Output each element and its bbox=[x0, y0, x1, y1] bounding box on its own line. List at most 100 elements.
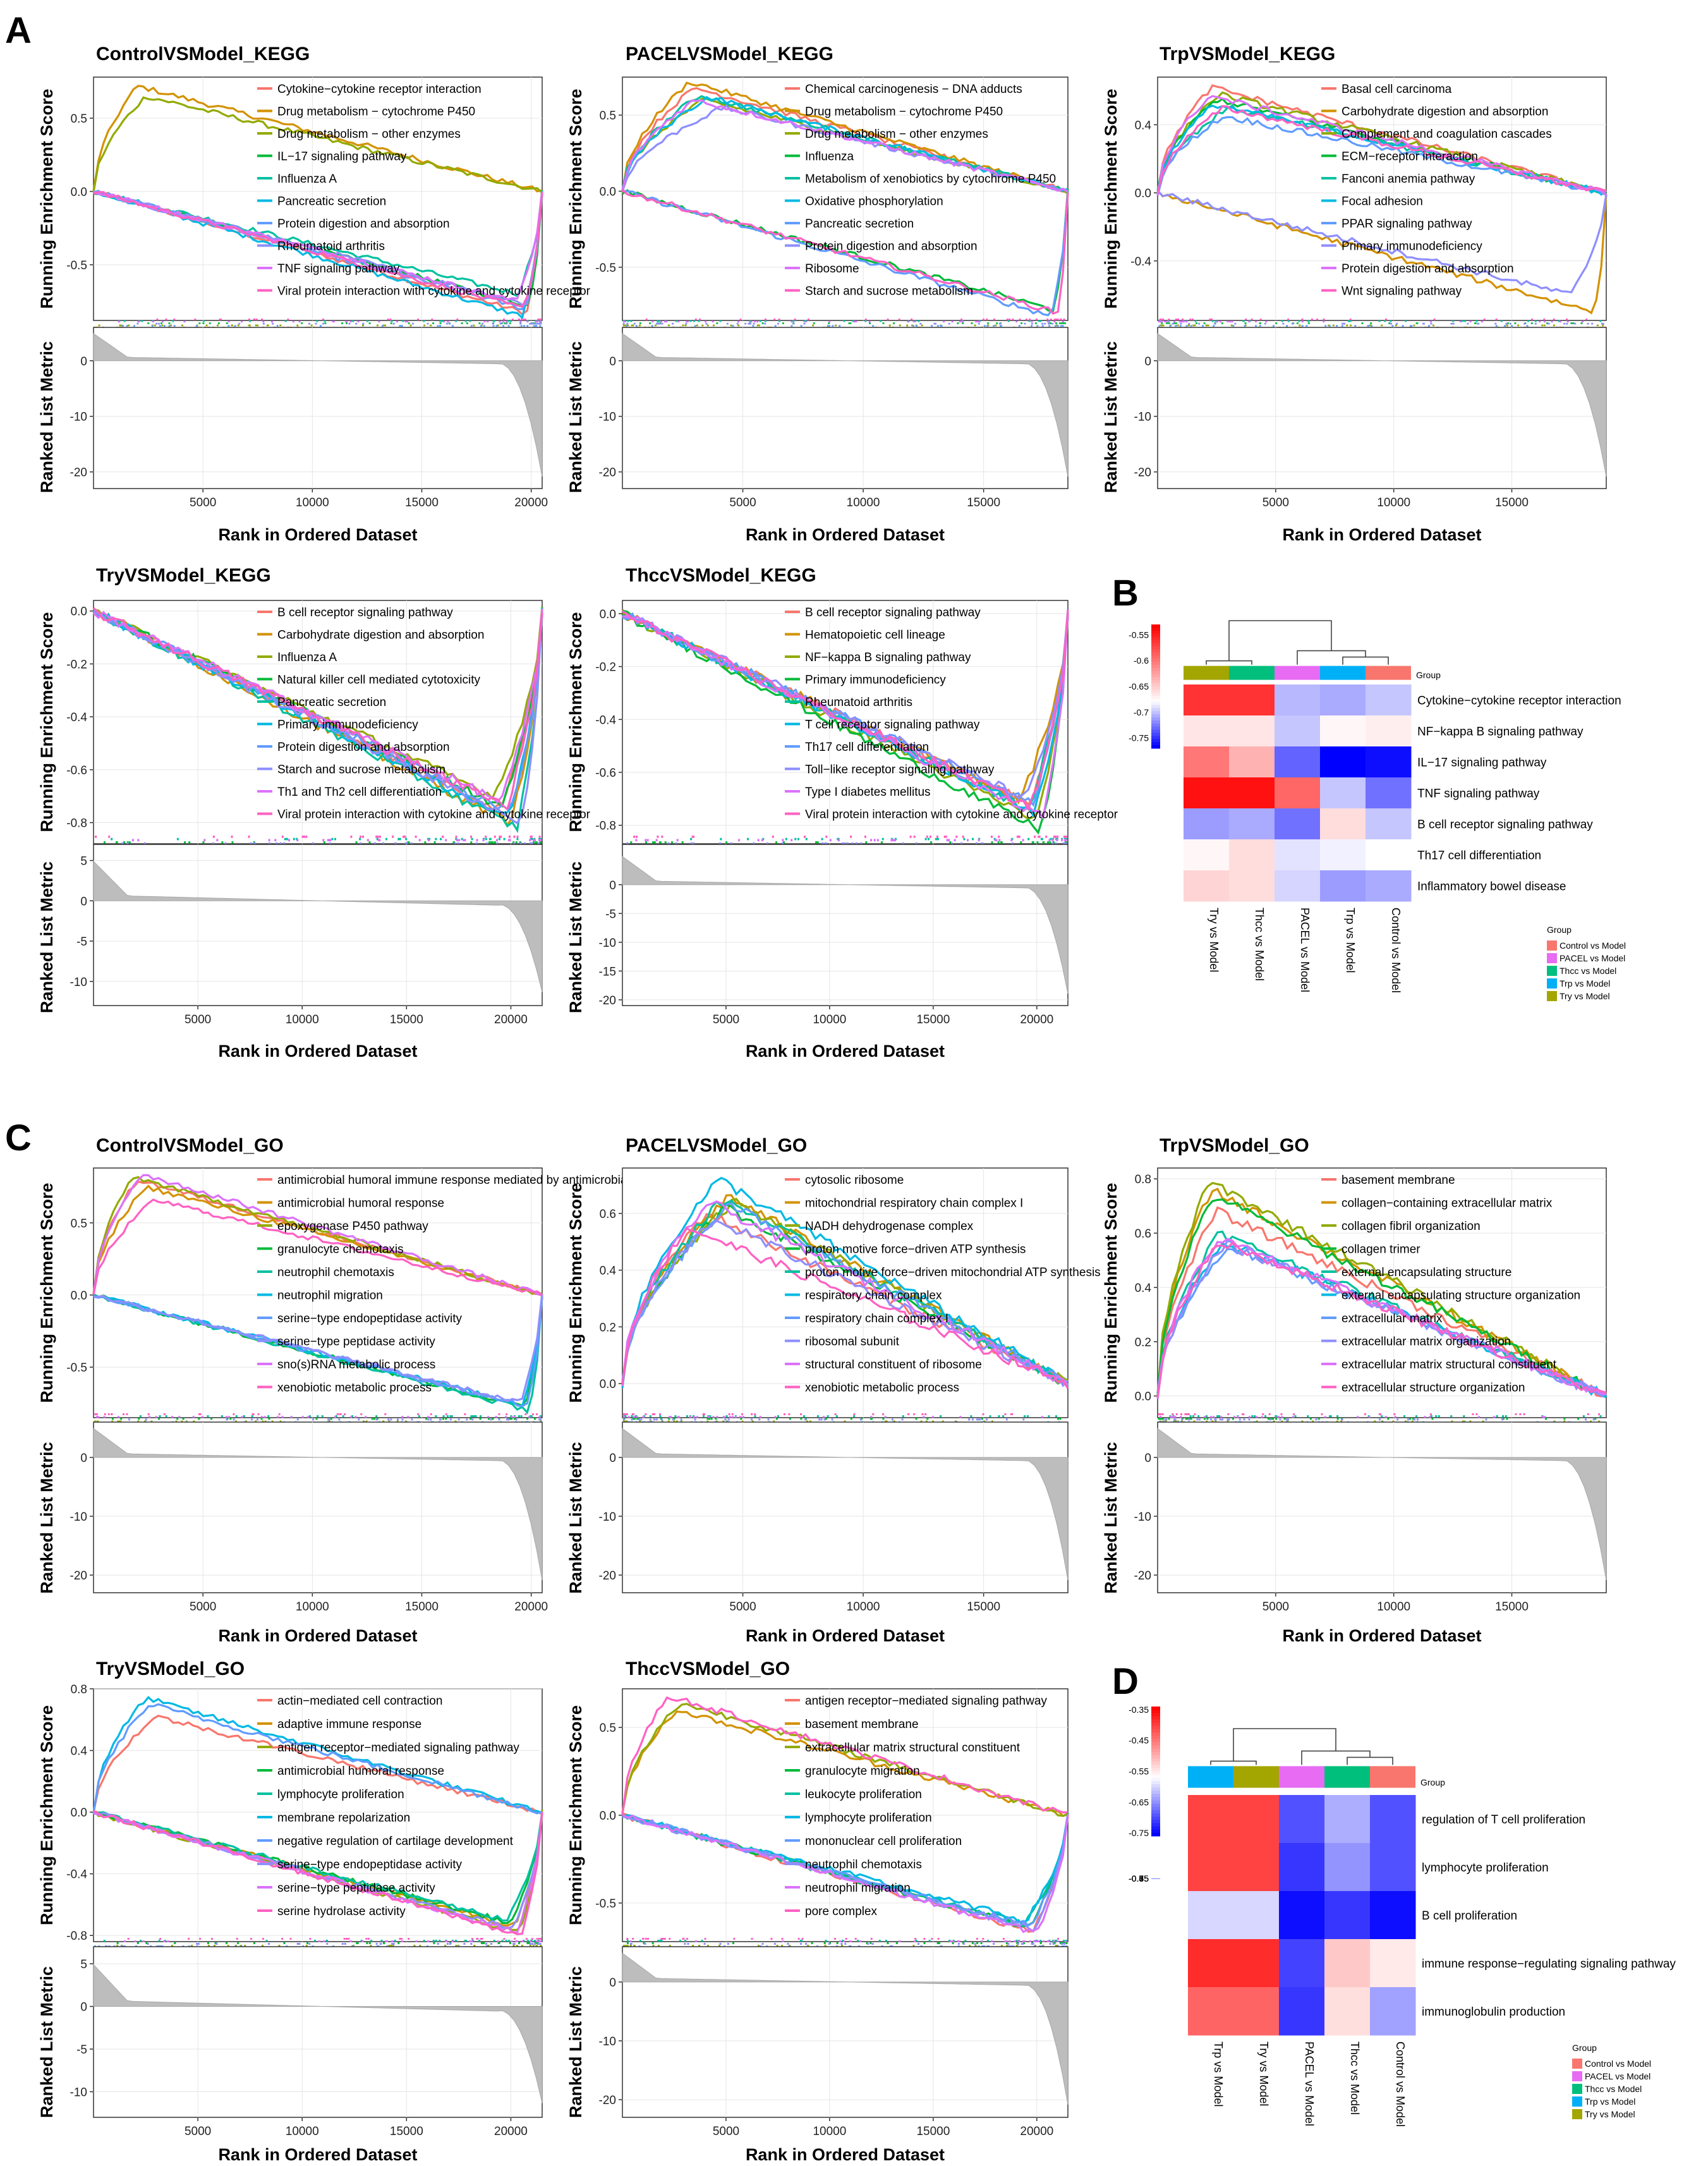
legend-label-2: NADH dehydrogenase complex bbox=[805, 1220, 974, 1233]
group-legend-swatch bbox=[1547, 966, 1557, 976]
legend-label-8: extracellular matrix structural constitu… bbox=[1342, 1358, 1557, 1372]
x-tick-label: 5000 bbox=[185, 2125, 211, 2138]
x-axis-title: Rank in Ordered Dataset bbox=[218, 1626, 417, 1645]
rlm-y-tick-label: 5 bbox=[80, 855, 87, 868]
rlm-y-tick-label: -20 bbox=[599, 2094, 616, 2107]
colorbar-step bbox=[1151, 667, 1160, 671]
rlm-y-tick-label: -20 bbox=[1134, 466, 1151, 480]
legend-label-2: antigen receptor−mediated signaling path… bbox=[277, 1741, 519, 1755]
legend-label-1: Hematopoietic cell lineage bbox=[805, 629, 945, 642]
res-curve-9 bbox=[621, 1227, 1069, 1389]
res-y-axis-title: Running Enrichment Score bbox=[566, 1705, 585, 1925]
legend-label-6: serine−type endopeptidase activity bbox=[277, 1312, 463, 1325]
colorbar-step bbox=[1151, 658, 1160, 662]
legend-label-4: Fanconi anemia pathway bbox=[1342, 173, 1475, 186]
x-tick-label: 20000 bbox=[514, 1600, 548, 1614]
panel-title: TryVSModel_GO bbox=[96, 1658, 245, 1679]
res-y-axis-title: Running Enrichment Score bbox=[37, 1183, 56, 1402]
legend-label-1: basement membrane bbox=[805, 1718, 919, 1731]
colorbar-step bbox=[1151, 1768, 1160, 1772]
dendro-branch bbox=[1206, 660, 1252, 665]
heatmap-column-label: Try vs Model bbox=[1257, 2041, 1270, 2106]
colorbar-step bbox=[1151, 1722, 1160, 1727]
barcode-ticks-8 bbox=[124, 1940, 542, 1942]
heatmap-cell bbox=[1188, 1891, 1234, 1940]
colorbar-step bbox=[1151, 1725, 1160, 1730]
rlm-area bbox=[622, 1428, 1069, 1580]
colorbar-tick-label: -0.65 bbox=[1129, 681, 1149, 691]
group-legend-swatch bbox=[1547, 991, 1557, 1001]
barcode-ticks-8 bbox=[1160, 1416, 1546, 1418]
x-tick-label: 10000 bbox=[296, 496, 329, 509]
res-plot-area bbox=[622, 76, 1069, 321]
x-tick-label: 10000 bbox=[286, 2125, 319, 2138]
barcode-ticks-6 bbox=[122, 325, 542, 327]
colorbar-step bbox=[1151, 723, 1160, 727]
res-curve-5 bbox=[621, 1176, 1069, 1389]
res-curve-2 bbox=[92, 1176, 543, 1296]
colorbar-step bbox=[1151, 1784, 1160, 1788]
colorbar-step bbox=[1151, 695, 1160, 700]
colorbar-tick-label: -0.65 bbox=[1129, 1873, 1149, 1883]
res-curve-7 bbox=[93, 610, 543, 825]
barcode-ticks-8 bbox=[623, 320, 1064, 323]
legend-label-8: Type I diabetes mellitus bbox=[805, 786, 931, 799]
column-dendrogram bbox=[1206, 620, 1389, 665]
colorbar-step bbox=[1151, 1803, 1160, 1808]
rlm-y-axis-title: Ranked List Metric bbox=[37, 1966, 56, 2118]
heatmap-row-label: lymphocyte proliferation bbox=[1422, 1861, 1549, 1875]
gsea-panel-6: PACELVSModel_GO 0.6 0.4 0.2 0.0 cytosolic rib… bbox=[566, 1135, 1101, 1645]
res-curve-8 bbox=[92, 1174, 543, 1296]
gsea-panel-0: ControlVSModel_KEGG 0.5 0.0 -0.5 Cytokine−cy… bbox=[37, 44, 591, 544]
group-annotation-cell bbox=[1324, 1766, 1370, 1788]
heatmap-column-label: Thcc vs Model bbox=[1253, 908, 1266, 981]
barcode-ticks-8 bbox=[1158, 320, 1584, 323]
colorbar-step bbox=[1151, 1791, 1160, 1794]
res-y-tick-label: -0.4 bbox=[66, 711, 87, 724]
legend-label-9: xenobiotic metabolic process bbox=[277, 1382, 432, 1395]
colorbar-step bbox=[1151, 674, 1160, 678]
rlm-y-tick-label: -5 bbox=[76, 935, 87, 949]
res-curve-9 bbox=[92, 1198, 543, 1296]
legend-label-6: Protein digestion and absorption bbox=[277, 217, 450, 231]
res-y-tick-label: -0.8 bbox=[66, 1930, 87, 1943]
legend-label-5: membrane repolarization bbox=[277, 1811, 410, 1825]
colorbar-step bbox=[1151, 1878, 1160, 1879]
colorbar-step bbox=[1151, 1829, 1160, 1834]
legend-label-8: Protein digestion and absorption bbox=[1342, 262, 1514, 276]
heatmap-cell bbox=[1324, 1891, 1371, 1940]
heatmap-cell bbox=[1324, 1987, 1371, 2036]
x-tick-label: 20000 bbox=[514, 496, 548, 509]
barcode-ticks-7 bbox=[1172, 322, 1604, 325]
legend-label-9: Viral protein interaction with cytokine … bbox=[805, 808, 1118, 822]
heatmap-row-label: B cell receptor signaling pathway bbox=[1417, 818, 1593, 832]
heatmap-panel-11: -0.35-0.45-0.55-0.65-0.75Groupregulation… bbox=[1129, 1728, 1676, 2127]
heatmap-cell bbox=[1184, 870, 1230, 902]
colorbar-step bbox=[1151, 664, 1160, 669]
colorbar-tick-label: -0.65 bbox=[1129, 1797, 1149, 1807]
gsea-panel-5: ControlVSModel_GO 0.5 0.0 -0.5 antimicrobial… bbox=[37, 1135, 672, 1645]
heatmap-d-colorbar: -0.35 -0.45 -0.55 -0.65 -0.75 bbox=[1129, 1705, 1160, 1838]
legend-label-0: actin−mediated cell contraction bbox=[277, 1694, 442, 1708]
res-curve-1 bbox=[92, 85, 543, 193]
colorbar-step bbox=[1151, 1755, 1160, 1759]
rlm-area bbox=[93, 1428, 543, 1580]
x-tick-label: 5000 bbox=[1263, 1600, 1289, 1614]
res-y-tick-label: 0.5 bbox=[71, 1217, 87, 1231]
res-y-tick-label: 0.0 bbox=[600, 1810, 616, 1823]
heatmap-column-label: PACEL vs Model bbox=[1299, 908, 1311, 992]
x-tick-label: 20000 bbox=[1020, 2125, 1053, 2138]
legend-label-6: Th17 cell differentiation bbox=[805, 741, 929, 754]
legend-label-0: antigen receptor−mediated signaling path… bbox=[805, 1694, 1047, 1708]
heatmap-cell bbox=[1320, 777, 1366, 809]
barcode-ticks-9 bbox=[626, 1938, 1059, 1940]
legend-label-9: pore complex bbox=[805, 1905, 878, 1918]
colorbar-step bbox=[1151, 733, 1160, 736]
heatmap-row-label: NF−kappa B signaling pathway bbox=[1417, 726, 1584, 739]
colorbar-step bbox=[1151, 1813, 1160, 1817]
gsea-panel-7: TrpVSModel_GO 0.8 0.6 0.4 0.2 0.0 basement mem… bbox=[1101, 1135, 1607, 1645]
res-plot-area bbox=[1157, 1167, 1607, 1418]
barcode-ticks-9 bbox=[622, 1413, 1014, 1416]
heatmap-row-label: Inflammatory bowel disease bbox=[1417, 880, 1566, 894]
res-y-axis-title: Running Enrichment Score bbox=[37, 1705, 56, 1925]
